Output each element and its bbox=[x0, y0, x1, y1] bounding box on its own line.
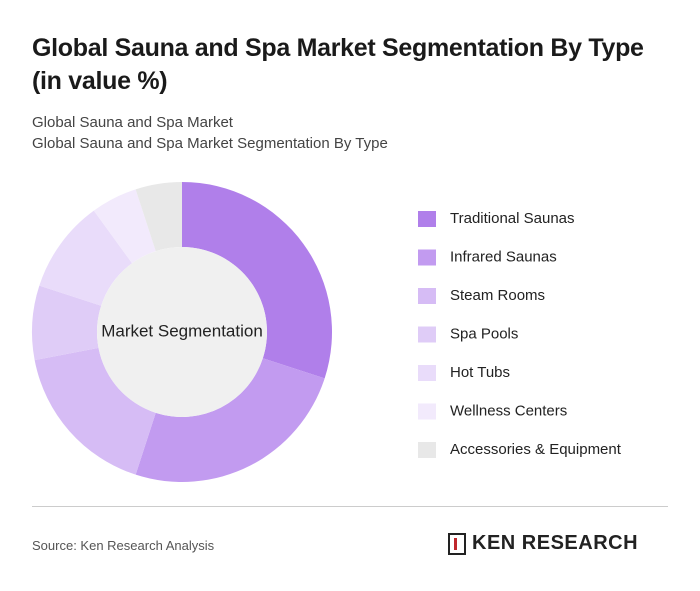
legend-swatch bbox=[418, 442, 436, 458]
legend-label: Hot Tubs bbox=[450, 364, 510, 381]
subtitle: Global Sauna and Spa Market bbox=[32, 114, 233, 131]
donut-segment bbox=[31, 285, 102, 361]
legend-swatch bbox=[418, 326, 436, 343]
legend-swatch bbox=[418, 249, 436, 266]
legend-swatch bbox=[418, 403, 436, 420]
logo-text: KEN RESEARCH bbox=[472, 532, 639, 554]
donut-segment bbox=[93, 189, 156, 264]
legend-label: Accessories & Equipment bbox=[450, 441, 622, 458]
legend-swatch bbox=[418, 365, 436, 381]
legend-label: Wellness Centers bbox=[450, 402, 567, 419]
legend-label: Traditional Saunas bbox=[450, 210, 575, 227]
subtitle: Global Sauna and Spa Market Segmentation… bbox=[32, 135, 388, 152]
source: Source: Ken Research Analysis bbox=[32, 538, 215, 553]
center-label: Market Segmentation bbox=[101, 321, 263, 340]
divider bbox=[32, 506, 668, 507]
legend-label: Steam Rooms bbox=[450, 287, 545, 304]
donut-segment bbox=[135, 182, 182, 252]
logo: KEN RESEARCH bbox=[448, 532, 638, 555]
legend-swatch bbox=[418, 288, 436, 304]
donut-segment bbox=[34, 347, 156, 475]
legend-label: Infrared Saunas bbox=[450, 248, 557, 265]
logo-icon bbox=[448, 532, 466, 555]
chart-title: Global Sauna and Spa Market Segmentation… bbox=[32, 34, 644, 95]
legend-swatch bbox=[418, 211, 436, 227]
legend-label: Spa Pools bbox=[450, 325, 518, 342]
donut-segment bbox=[182, 182, 332, 379]
donut-segment bbox=[135, 358, 325, 482]
donut-segment bbox=[39, 210, 133, 306]
donut-hole bbox=[97, 247, 267, 417]
